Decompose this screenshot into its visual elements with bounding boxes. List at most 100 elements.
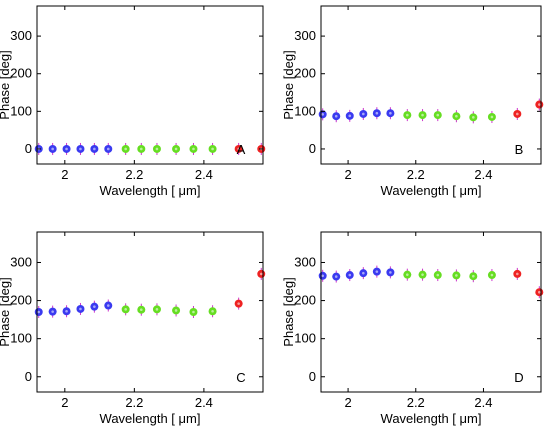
y-axis-label: Phase [deg]	[0, 50, 12, 119]
data-point-highlight	[362, 112, 365, 116]
data-point-highlight	[79, 307, 82, 311]
data-point-highlight	[389, 111, 392, 115]
data-point-highlight	[348, 114, 352, 118]
data-point-highlight	[37, 310, 41, 314]
panel-label: C	[236, 370, 245, 385]
y-tick-label: 0	[25, 141, 32, 156]
data-point-highlight	[155, 308, 159, 311]
data-point-highlight	[237, 302, 240, 305]
data-point-highlight	[174, 309, 178, 312]
data-point-highlight	[106, 304, 110, 307]
data-point-highlight	[375, 111, 379, 115]
data-point-highlight	[65, 309, 68, 313]
data-point-highlight	[334, 114, 338, 118]
data-point-highlight	[140, 308, 143, 312]
data-point-highlight	[362, 271, 365, 275]
x-tick-label: 2.4	[195, 395, 213, 410]
data-point-highlight	[436, 113, 440, 117]
y-tick-label: 200	[10, 66, 32, 81]
x-tick-label: 2	[61, 167, 68, 182]
x-tick-label: 2	[344, 395, 351, 410]
y-tick-label: 100	[294, 103, 316, 118]
x-tick-label: 2.2	[125, 395, 143, 410]
data-point-highlight	[406, 273, 409, 276]
data-point-highlight	[436, 273, 440, 277]
y-tick-label: 0	[309, 141, 316, 156]
data-point-highlight	[490, 273, 494, 277]
data-point-highlight	[93, 305, 96, 308]
y-tick-label: 300	[294, 28, 316, 43]
data-point-highlight	[375, 270, 379, 273]
x-tick-label: 2.4	[474, 395, 492, 410]
data-point-highlight	[65, 147, 68, 151]
x-tick-label: 2	[61, 395, 68, 410]
data-point-highlight	[211, 309, 214, 313]
data-point-highlight	[211, 147, 214, 151]
data-point-highlight	[51, 147, 54, 151]
data-point-highlight	[421, 273, 424, 276]
panel-label: D	[514, 370, 523, 385]
panel-label: B	[515, 142, 524, 157]
x-tick-label: 2.2	[125, 167, 143, 182]
data-point-highlight	[516, 272, 519, 276]
data-point-highlight	[259, 272, 263, 276]
x-tick-label: 2.4	[195, 167, 213, 182]
y-axis-label: Phase [deg]	[281, 277, 296, 346]
x-tick-label: 2.2	[407, 167, 425, 182]
data-point-highlight	[192, 147, 195, 151]
data-point-highlight	[106, 147, 110, 151]
y-tick-label: 0	[25, 369, 32, 384]
data-point-highlight	[348, 273, 352, 277]
y-tick-label: 100	[10, 331, 32, 346]
data-point-highlight	[455, 114, 458, 118]
data-point-highlight	[472, 116, 475, 119]
plot-frame	[36, 231, 264, 393]
data-point-highlight	[155, 147, 159, 151]
data-point-highlight	[93, 147, 96, 151]
y-axis-label: Phase [deg]	[0, 277, 12, 346]
y-tick-label: 200	[294, 293, 316, 308]
y-tick-label: 200	[294, 66, 316, 81]
y-tick-label: 300	[10, 254, 32, 269]
data-point-highlight	[321, 113, 324, 116]
data-point-highlight	[79, 147, 82, 151]
x-axis-label: Wavelength [ μm]	[381, 411, 482, 426]
y-tick-label: 300	[294, 254, 316, 269]
data-point-highlight	[421, 113, 424, 117]
plot-frame	[320, 231, 542, 393]
x-axis-label: Wavelength [ μm]	[100, 411, 201, 426]
data-point-highlight	[237, 147, 240, 151]
y-tick-label: 300	[10, 28, 32, 43]
data-point-highlight	[124, 147, 127, 151]
data-point-highlight	[334, 275, 338, 278]
data-point-highlight	[321, 274, 324, 278]
data-point-highlight	[538, 103, 541, 106]
data-point-highlight	[174, 147, 178, 151]
x-axis-label: Wavelength [ μm]	[381, 183, 482, 198]
data-point-highlight	[406, 113, 409, 117]
data-point-highlight	[124, 308, 127, 311]
data-point-highlight	[140, 147, 143, 151]
plot-frame	[320, 5, 542, 165]
data-point-highlight	[472, 274, 475, 278]
x-tick-label: 2.2	[407, 395, 425, 410]
x-tick-label: 2.4	[474, 167, 492, 182]
y-axis-label: Phase [deg]	[281, 50, 296, 119]
data-point-highlight	[490, 115, 494, 119]
plot-frame	[36, 5, 264, 165]
data-point-highlight	[192, 310, 195, 314]
y-tick-label: 100	[10, 103, 32, 118]
x-tick-label: 2	[344, 167, 351, 182]
data-point-highlight	[389, 271, 392, 274]
panel-label: A	[237, 142, 246, 157]
data-point-highlight	[455, 274, 458, 277]
data-point-highlight	[516, 112, 519, 116]
data-point-highlight	[538, 290, 541, 294]
y-tick-label: 0	[309, 369, 316, 384]
data-point-highlight	[51, 310, 54, 313]
y-tick-label: 200	[10, 293, 32, 308]
y-tick-label: 100	[294, 331, 316, 346]
